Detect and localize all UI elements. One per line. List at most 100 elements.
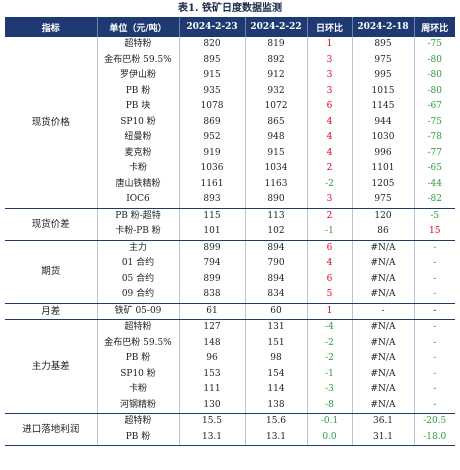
table-row: PB 粉 13.1 13.1 0.0 31.1 -18.0 [5, 429, 455, 446]
value-2024-2-22: 894 [245, 271, 308, 287]
table-row: 月差 铁矿 05-09 61 60 1- - [5, 303, 455, 320]
item-name: 纽曼粉 [97, 130, 180, 146]
weekly-change-value: - [433, 258, 437, 269]
value-2024-2-18: 1030 [352, 130, 415, 146]
item-name: IOC6 [97, 192, 180, 209]
value-2024-2-22: 154 [245, 366, 308, 382]
item-name: PB 粉-超特 [97, 208, 180, 224]
weekly-change-value: - [414, 397, 455, 414]
daily-change-value: 6 [307, 99, 353, 115]
header-row: 指标 单位（元/吨） 2024-2-23 2024-2-22 日环比 2024-… [5, 17, 455, 37]
value-2024-2-18: 1101 [352, 161, 415, 177]
item-name: 罗伊山粉 [97, 68, 180, 84]
value-2024-2-22: 1072 [245, 99, 308, 115]
table-row: 河钢精粉 130 138 -8 #N/A - [5, 397, 455, 414]
daily-change-value: -1 [307, 366, 353, 382]
table-row: 卡粉 111 114 -3 #N/A - [5, 382, 455, 398]
table-row: 现货价格 超特粉 820 819 1 895 -75 [5, 37, 455, 209]
value-2024-2-18: 31.1 [352, 429, 415, 446]
value-2024-2-18: 120 [352, 208, 415, 224]
item-name: 卡粉 [97, 382, 180, 398]
value-2024-2-23: 794 [179, 256, 246, 272]
weekly-change-value: -80 [427, 54, 443, 65]
weekly-change-value: -75 [427, 39, 443, 50]
weekly-change-value: - [433, 337, 437, 348]
table-row: PB 粉 935 932 3 1015 -80 [5, 83, 455, 99]
daily-change-value: -2 [307, 351, 353, 367]
weekly-change-value: - [433, 353, 437, 364]
weekly-change-value: - [414, 287, 455, 304]
weekly-change-value: -5 [430, 210, 440, 221]
value-2024-2-22: 915 [245, 145, 308, 161]
value-2024-2-18: #N/A [352, 287, 415, 304]
value-2024-2-18: 995 [352, 68, 415, 84]
weekly-change-value: 15 [414, 224, 455, 241]
value-2024-2-18: 36.1 [352, 413, 415, 430]
header-daily-change: 日环比 [307, 17, 353, 37]
value-2024-2-23: 915 [179, 68, 246, 84]
item-name: SP10 粉 [97, 366, 180, 382]
daily-change-value: 4 [307, 114, 353, 130]
value-2024-2-18: #N/A [352, 271, 415, 287]
daily-change-value: -1 [307, 224, 353, 241]
value-2024-2-22: 890 [245, 192, 308, 209]
item-name: PB 粉 [97, 429, 180, 446]
value-2024-2-23: 148 [179, 335, 246, 351]
weekly-change-value: -44 [427, 178, 443, 189]
section-label: 期货 [5, 240, 98, 304]
table-row: 09 合约 838 834 5 #N/A - [5, 287, 455, 304]
value-2024-2-23: 61 [179, 303, 246, 320]
daily-change-value: -0.1 [307, 413, 353, 430]
daily-change-value: -8 [307, 397, 353, 414]
item-name: PB 粉 [97, 83, 180, 99]
table-row: 期货 主力 899 894 6 #N/A - [5, 240, 455, 304]
daily-change-value: 4 [307, 256, 353, 272]
value-2024-2-23: 919 [179, 145, 246, 161]
daily-change-value: -2 [307, 176, 353, 192]
item-name: 01 合约 [97, 256, 180, 272]
value-2024-2-18: 895 [352, 37, 415, 53]
item-name: 金布巴粉 59.5% [97, 335, 180, 351]
daily-change-value: 4 [307, 145, 353, 161]
daily-change-value: 6 [307, 240, 353, 256]
item-name: 卡粉-PB 粉 [97, 224, 180, 241]
weekly-change-value: -65 [427, 163, 443, 174]
value-2024-2-22: 138 [245, 397, 308, 414]
value-2024-2-18: 944 [352, 114, 415, 130]
value-2024-2-23: 895 [179, 52, 246, 68]
value-2024-2-18: #N/A [352, 351, 415, 367]
value-2024-2-23: 869 [179, 114, 246, 130]
value-2024-2-23: 820 [179, 37, 246, 53]
section-label: 主力基差 [5, 319, 98, 414]
value-2024-2-23: 153 [179, 366, 246, 382]
table-row: 现货价差 PB 粉-超特 115 113 2 120 -5 [5, 208, 455, 241]
value-2024-2-22: 948 [245, 130, 308, 146]
value-2024-2-23: 952 [179, 130, 246, 146]
table-row: 卡粉-PB 粉 101 102 -1 86 15 [5, 224, 455, 241]
value-2024-2-18: 1015 [352, 83, 415, 99]
item-name: 卡粉 [97, 161, 180, 177]
value-2024-2-22: 912 [245, 68, 308, 84]
header-unit: 单位（元/吨） [97, 17, 180, 37]
item-name: 河钢精粉 [97, 397, 180, 414]
weekly-change-value: -67 [427, 101, 443, 112]
daily-change-value: 3 [307, 83, 353, 99]
weekly-change-value: -77 [427, 147, 443, 158]
value-2024-2-18: #N/A [352, 335, 415, 351]
value-2024-2-22: 15.6 [245, 413, 308, 430]
daily-change-value: 1 [307, 37, 353, 53]
daily-change-value: 3 [307, 192, 353, 209]
table-row: 纽曼粉 952 948 4 1030 -78 [5, 130, 455, 146]
value-2024-2-23: 899 [179, 240, 246, 256]
table-row: 罗伊山粉 915 912 3 995 -80 [5, 68, 455, 84]
value-2024-2-23: 111 [179, 382, 246, 398]
value-2024-2-18: 1145 [352, 99, 415, 115]
value-2024-2-23: 1161 [179, 176, 246, 192]
weekly-change-value: - [433, 322, 437, 333]
value-2024-2-23: 96 [179, 351, 246, 367]
weekly-change-value: - [433, 273, 437, 284]
table-row: 01 合约 794 790 4 #N/A - [5, 256, 455, 272]
value-2024-2-22: 1163 [245, 176, 308, 192]
weekly-change-value: -75 [427, 116, 443, 127]
value-2024-2-18: - [352, 303, 415, 320]
